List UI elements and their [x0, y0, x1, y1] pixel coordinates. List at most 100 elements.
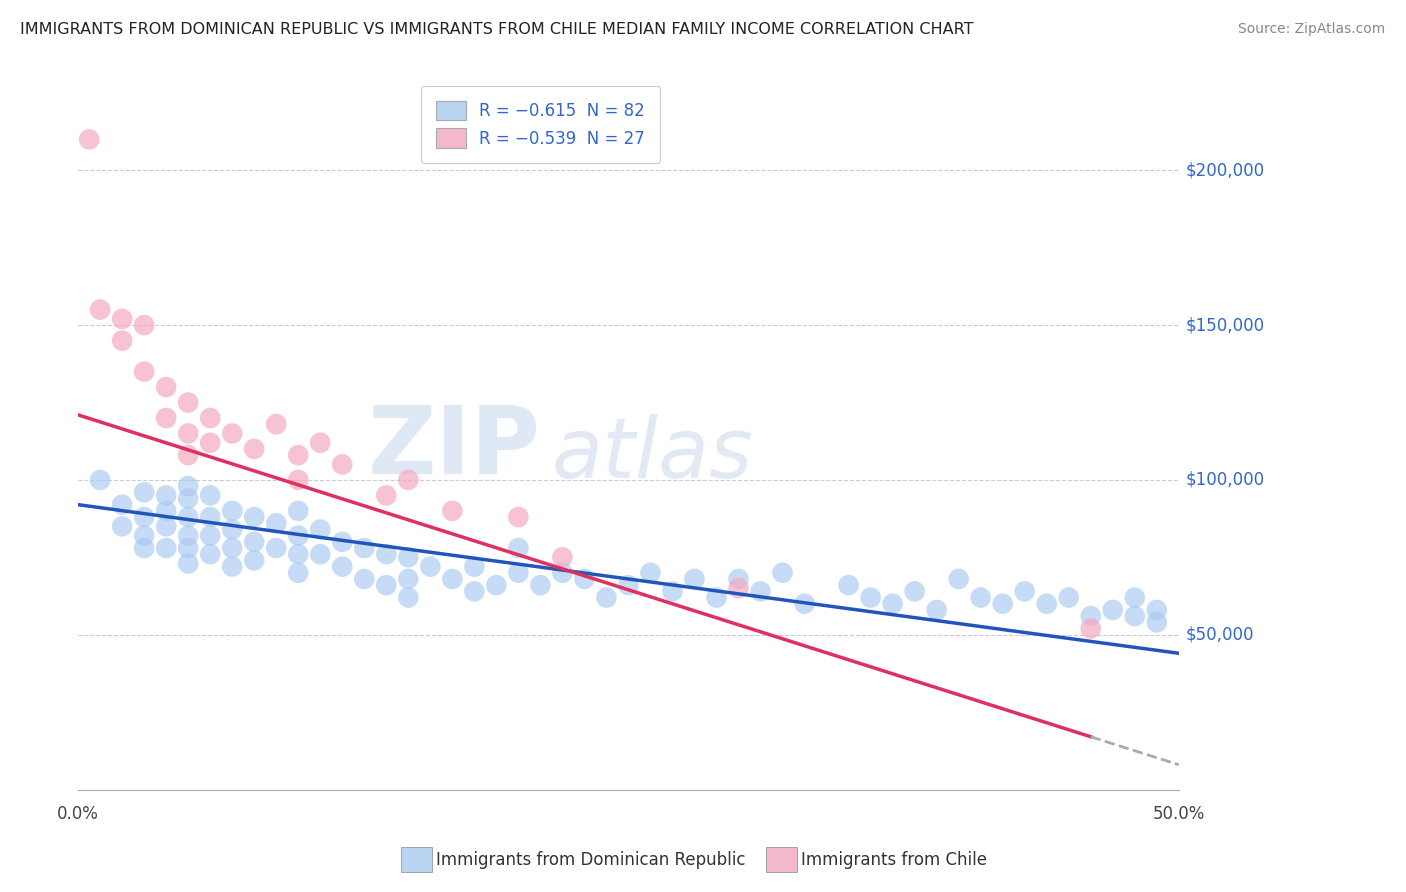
- Point: [1080, 622, 1102, 636]
- Point: [221, 559, 243, 574]
- Point: [309, 435, 332, 450]
- Point: [396, 550, 419, 565]
- Point: [925, 603, 948, 617]
- Point: [1101, 603, 1123, 617]
- Text: $50,000: $50,000: [1185, 625, 1254, 644]
- Point: [330, 458, 353, 472]
- Point: [155, 488, 177, 502]
- Point: [177, 491, 200, 506]
- Point: [640, 566, 662, 580]
- Point: [287, 504, 309, 518]
- Point: [155, 380, 177, 394]
- Point: [551, 566, 574, 580]
- Point: [330, 534, 353, 549]
- Point: [221, 426, 243, 441]
- Point: [77, 132, 100, 146]
- Point: [177, 448, 200, 462]
- Point: [396, 591, 419, 605]
- Point: [1014, 584, 1036, 599]
- Point: [221, 541, 243, 555]
- Point: [463, 559, 485, 574]
- Point: [221, 523, 243, 537]
- Point: [309, 523, 332, 537]
- Point: [177, 510, 200, 524]
- Point: [155, 504, 177, 518]
- Point: [287, 448, 309, 462]
- Point: [264, 516, 287, 531]
- Point: [991, 597, 1014, 611]
- Point: [441, 504, 464, 518]
- Point: [89, 473, 111, 487]
- Text: $100,000: $100,000: [1185, 471, 1264, 489]
- Point: [134, 510, 156, 524]
- Point: [706, 591, 728, 605]
- Point: [727, 581, 749, 595]
- Point: [508, 510, 530, 524]
- Point: [221, 504, 243, 518]
- Text: Immigrants from Dominican Republic: Immigrants from Dominican Republic: [436, 851, 745, 869]
- Point: [177, 395, 200, 409]
- Point: [1123, 591, 1146, 605]
- Point: [441, 572, 464, 586]
- Text: ZIP: ZIP: [367, 401, 540, 493]
- Point: [463, 584, 485, 599]
- Point: [529, 578, 551, 592]
- Point: [177, 479, 200, 493]
- Point: [485, 578, 508, 592]
- Point: [111, 498, 134, 512]
- Point: [287, 547, 309, 561]
- Point: [1057, 591, 1080, 605]
- Text: IMMIGRANTS FROM DOMINICAN REPUBLIC VS IMMIGRANTS FROM CHILE MEDIAN FAMILY INCOME: IMMIGRANTS FROM DOMINICAN REPUBLIC VS IM…: [20, 22, 973, 37]
- Point: [882, 597, 904, 611]
- Point: [243, 553, 266, 567]
- Point: [200, 510, 222, 524]
- Point: [838, 578, 860, 592]
- Point: [264, 541, 287, 555]
- Point: [177, 541, 200, 555]
- Point: [574, 572, 596, 586]
- Point: [969, 591, 991, 605]
- Point: [793, 597, 815, 611]
- Point: [111, 519, 134, 533]
- Point: [134, 365, 156, 379]
- Point: [1146, 615, 1168, 630]
- Point: [419, 559, 441, 574]
- Point: [134, 485, 156, 500]
- Point: [1035, 597, 1057, 611]
- Point: [1146, 603, 1168, 617]
- Point: [353, 572, 375, 586]
- Legend: R = −0.615  N = 82, R = −0.539  N = 27: R = −0.615 N = 82, R = −0.539 N = 27: [420, 86, 659, 162]
- Point: [375, 488, 398, 502]
- Point: [508, 541, 530, 555]
- Point: [243, 442, 266, 456]
- Text: Source: ZipAtlas.com: Source: ZipAtlas.com: [1237, 22, 1385, 37]
- Point: [772, 566, 794, 580]
- Point: [134, 318, 156, 332]
- Text: Immigrants from Chile: Immigrants from Chile: [801, 851, 987, 869]
- Point: [375, 547, 398, 561]
- Point: [200, 488, 222, 502]
- Point: [661, 584, 683, 599]
- Text: $150,000: $150,000: [1185, 316, 1264, 334]
- Point: [243, 534, 266, 549]
- Point: [617, 578, 640, 592]
- Point: [287, 566, 309, 580]
- Text: atlas: atlas: [551, 415, 754, 495]
- Point: [683, 572, 706, 586]
- Point: [330, 559, 353, 574]
- Point: [287, 473, 309, 487]
- Point: [551, 550, 574, 565]
- Point: [200, 435, 222, 450]
- Point: [396, 473, 419, 487]
- Point: [309, 547, 332, 561]
- Point: [134, 541, 156, 555]
- Point: [595, 591, 617, 605]
- Point: [749, 584, 772, 599]
- Point: [155, 519, 177, 533]
- Point: [243, 510, 266, 524]
- Point: [111, 334, 134, 348]
- Point: [948, 572, 970, 586]
- Point: [200, 547, 222, 561]
- Point: [396, 572, 419, 586]
- Point: [200, 528, 222, 542]
